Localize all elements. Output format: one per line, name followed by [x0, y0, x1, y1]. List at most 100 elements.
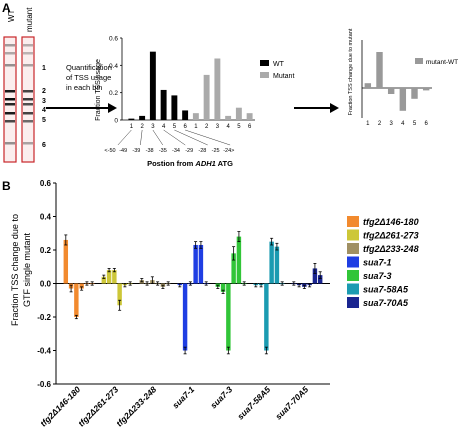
gel-band — [5, 64, 15, 67]
gel-band — [5, 90, 15, 93]
chart3-bar — [274, 246, 280, 284]
chart1-range-connector — [152, 129, 163, 146]
chart1-range-label: -34 — [172, 148, 180, 154]
chart3-ylabel-line-1: Fraction TSS change due to — [10, 214, 20, 326]
chart1-range-connector — [163, 129, 186, 146]
gel-band — [5, 103, 15, 106]
chart2-bar — [422, 88, 430, 91]
chart3-legend-swatch — [347, 256, 359, 268]
chart3-legend-label: sua7-3 — [363, 271, 392, 281]
chart3-bar — [63, 239, 69, 284]
chart3-legend-label: sua7-1 — [363, 258, 392, 268]
chart3-y-tick-label: 0.6 — [40, 179, 52, 188]
chart2-x-tick-label: 6 — [424, 121, 428, 127]
chart1-bar — [171, 95, 178, 120]
legend-swatch-mutant — [260, 72, 269, 78]
chart3-legend-label: tfg2Δ261-273 — [363, 231, 419, 241]
chart1-ylabel: Fraction TSS usage — [95, 59, 102, 121]
gel-band — [5, 98, 15, 101]
gel-bin-label: 3 — [42, 98, 46, 105]
chart3-legend-label: sua7-58A5 — [363, 285, 409, 295]
chart3-y-tick-label: -0.4 — [37, 347, 51, 356]
gel-lane-wt-label: WT — [7, 9, 16, 22]
chart2-legend: mutant-WT — [415, 58, 458, 66]
chart1-x-tick-label: 5 — [173, 124, 177, 130]
chart1-range-label: -25 — [212, 148, 220, 154]
chart3-legend: tfg2Δ146-180 tfg2Δ261-273 tfg2Δ233-248 sua7… — [347, 216, 419, 308]
chart3-legend-swatch — [347, 297, 359, 308]
chart1-y-tick-label: 0.6 — [109, 36, 118, 43]
chart3-x-label: sua7-3 — [208, 384, 234, 410]
chart3-legend-label: tfg2Δ233-248 — [363, 244, 419, 254]
chart1-bar — [139, 115, 146, 120]
gtf-mutant-chart: Fraction TSS change due to GTF single mu… — [10, 179, 419, 429]
gel-band — [5, 44, 15, 47]
chart1-y-tick-label: 0.4 — [109, 63, 118, 70]
arrow-caption-line-2: of TSS usage — [66, 73, 111, 82]
chart1-range-label: <-50 — [104, 148, 115, 154]
chart2-x-tick-label: 3 — [389, 121, 393, 127]
chart1-bar — [128, 118, 135, 120]
chart3-bar — [226, 283, 231, 351]
chart1-bar — [182, 110, 189, 120]
gel-bin-label: 2 — [42, 88, 46, 95]
chart3-bar — [106, 270, 112, 284]
gel-bin-label: 5 — [42, 117, 46, 124]
chart1-x-tick-label: 2 — [140, 124, 144, 130]
chart3-legend-label: sua7-70A5 — [363, 298, 409, 308]
chart3-legend-swatch — [347, 229, 359, 241]
chart3-bar — [231, 253, 236, 284]
chart3-legend-swatch — [347, 270, 359, 281]
chart3-y-tick-label: -0.6 — [37, 380, 51, 389]
chart1-range-label: -38 — [146, 148, 154, 154]
chart1-y-tick-label: 0 — [114, 118, 118, 125]
chart1-bar — [149, 51, 156, 120]
chart1-legend: WT Mutant — [260, 60, 294, 80]
chart1-x-tick-label: 1 — [130, 124, 134, 130]
gel-bin-label: 6 — [42, 142, 46, 149]
chart3-bar — [269, 241, 274, 284]
chart3-legend-swatch — [347, 283, 359, 295]
arrow-caption-line-1: Quantification — [66, 63, 112, 72]
chart2-bar — [387, 88, 395, 94]
chart2-bar — [376, 52, 383, 88]
gel-band — [5, 120, 15, 123]
chart3-bar — [236, 236, 242, 284]
chart3-legend-label: tfg2Δ146-180 — [363, 217, 419, 227]
chart3-bar — [117, 283, 122, 306]
difference-arrow — [294, 103, 339, 113]
chart2-bar — [411, 88, 418, 99]
chart3-legend-swatch — [347, 216, 359, 227]
gel-band — [23, 103, 33, 106]
gel-band — [23, 98, 33, 101]
arrow-caption-line-3: in each bin — [66, 83, 102, 92]
gel-band — [23, 90, 33, 93]
gel-band — [5, 112, 15, 115]
chart3-ylabel-line-2: GTF single mutant — [22, 232, 32, 307]
chart1-range-connector — [117, 129, 132, 146]
chart1-x-tick-label: 6 — [248, 124, 252, 130]
chart3-y-tick-label: 0.4 — [40, 213, 52, 222]
chart1-bar — [203, 74, 210, 120]
chart2-ylabel: Fraction TSS change due to mutant — [348, 28, 354, 115]
gel-band — [23, 52, 33, 55]
gel-band — [23, 44, 33, 47]
quantification-arrow: Quantification of TSS usage in each bin — [46, 63, 117, 113]
chart3-bar — [312, 268, 318, 284]
chart3-x-label: sua7-70A5 — [273, 384, 310, 421]
chart2-x-tick-label: 1 — [366, 121, 370, 127]
chart1-bar — [160, 89, 167, 120]
chart1-xlabel: Postion from ADH1 ATG — [147, 159, 233, 168]
chart1-x-tick-label: 6 — [183, 124, 187, 130]
chart1-bar — [192, 113, 199, 120]
chart3-bar — [193, 244, 198, 284]
chart3-bar — [79, 283, 84, 289]
chart1-x-tick-label: 4 — [162, 124, 166, 130]
tss-change-chart: Fraction TSS change due to mutant 1 2 3 4 5 6… — [348, 28, 458, 127]
legend-label-mutant-wt: mutant-WT — [426, 59, 458, 66]
chart3-x-label: tfg2Δ233-248 — [114, 384, 158, 428]
chart1-range-connector — [185, 129, 231, 146]
chart1-bar — [214, 58, 221, 120]
